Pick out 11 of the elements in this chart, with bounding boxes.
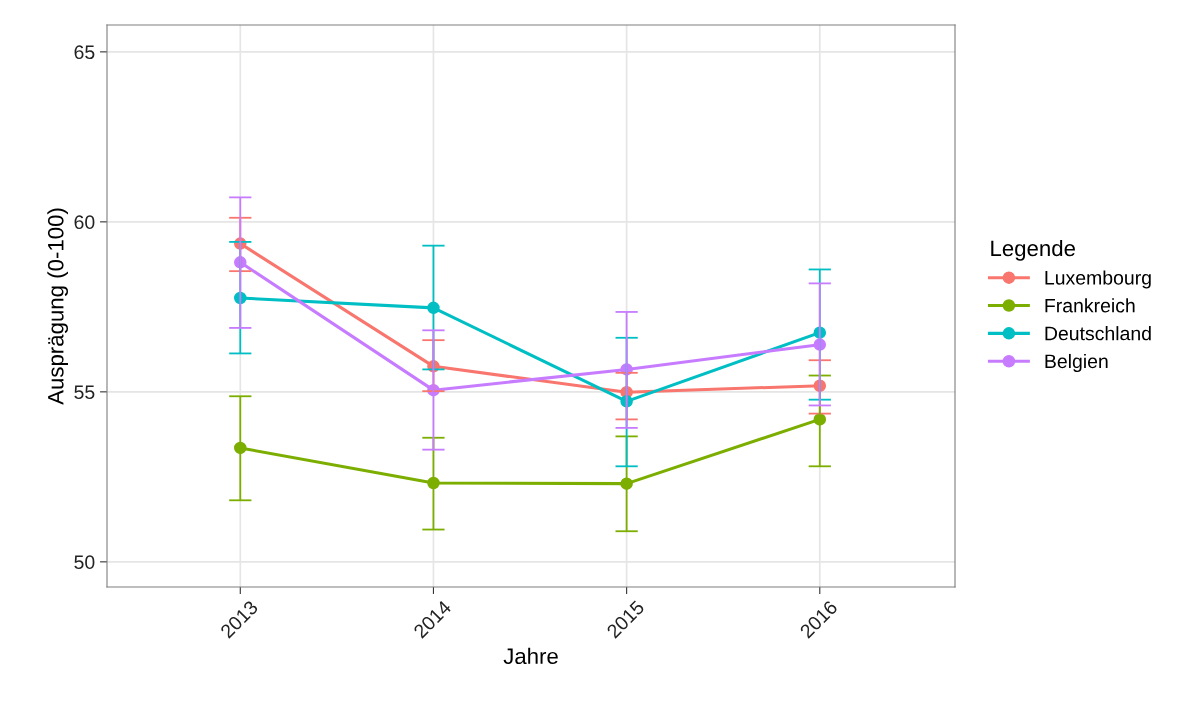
x-axis-title: Jahre (503, 647, 558, 665)
legend-label: Frankreich (1045, 298, 1135, 313)
legend-label: Luxembourg (1045, 270, 1151, 289)
y-tick-label: 65 (74, 45, 95, 60)
legend-label: Belgien (1045, 353, 1108, 373)
legend-label: Deutschland (1045, 326, 1151, 341)
legend-title: Legende (991, 239, 1075, 261)
y-tick-label: 55 (74, 385, 95, 400)
y-tick-label: 50 (74, 555, 95, 570)
y-tick-label: 60 (74, 215, 95, 230)
y-axis-title: Ausprägung (0-100) (47, 208, 69, 405)
